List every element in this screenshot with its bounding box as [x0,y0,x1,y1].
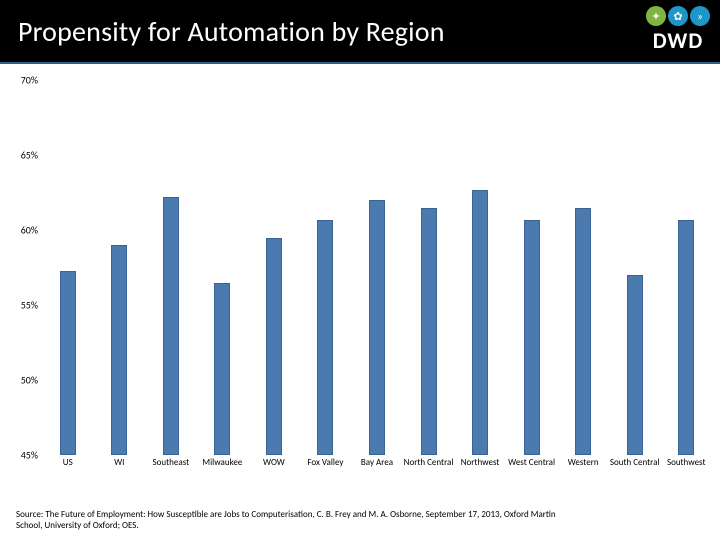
xlabel: Western [555,458,611,468]
bar-fox-valley [317,220,333,456]
xlabel: WI [92,458,148,468]
xlabel: Milwaukee [195,458,251,468]
ytick-label: 60% [8,224,38,237]
bar-west-central [524,220,540,456]
logo-circle-2: » [690,6,710,26]
bar-us [60,271,76,456]
chart: 45%50%55%60%65%70% USWISoutheastMilwauke… [8,80,712,480]
bar-northwest [472,190,488,456]
bar-western [575,208,591,456]
bar-bay-area [369,200,385,455]
ytick-label: 45% [8,449,38,462]
xlabel: Fox Valley [298,458,354,468]
bar-southwest [678,220,694,456]
xlabel: US [40,458,96,468]
header-bar: Propensity for Automation by Region ✦✿» … [0,0,720,62]
bar-southeast [163,197,179,455]
slide: Propensity for Automation by Region ✦✿» … [0,0,720,540]
logo-circle-0: ✦ [646,6,666,26]
header-underline [0,62,720,64]
xlabel: WOW [246,458,302,468]
dwd-logo: ✦✿» DWD [646,6,710,54]
xlabel: West Central [504,458,560,468]
ytick-label: 65% [8,149,38,162]
bar-milwaukee [214,283,230,456]
xlabel: North Central [401,458,457,468]
xlabel: Southwest [658,458,714,468]
bar-wi [111,245,127,455]
page-title: Propensity for Automation by Region [0,14,445,49]
source-text: Source: The Future of Employment: How Su… [16,509,576,532]
ytick-label: 55% [8,299,38,312]
bar-south-central [627,275,643,455]
logo-circle-1: ✿ [668,6,688,26]
bar-north-central [421,208,437,456]
xlabel: Northwest [452,458,508,468]
ytick-label: 50% [8,374,38,387]
ytick-label: 70% [8,74,38,87]
logo-circles: ✦✿» [646,6,710,26]
plot-area [42,80,712,455]
xlabel: Bay Area [349,458,405,468]
xlabel: Southeast [143,458,199,468]
logo-text: DWD [653,27,703,54]
bar-wow [266,238,282,456]
xlabel: South Central [607,458,663,468]
